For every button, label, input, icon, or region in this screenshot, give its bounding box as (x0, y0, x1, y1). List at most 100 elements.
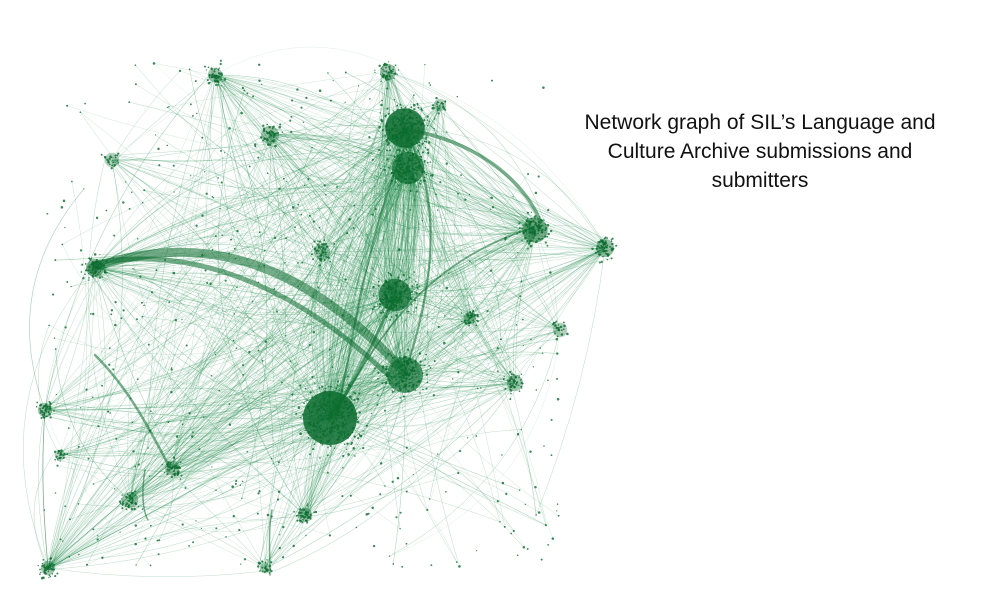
node (388, 378, 391, 381)
edge (57, 127, 406, 460)
edge (269, 134, 541, 223)
node (522, 224, 524, 226)
node (399, 388, 402, 392)
node (381, 301, 384, 304)
node (402, 129, 405, 131)
node (390, 296, 394, 299)
node (411, 373, 414, 376)
node (389, 149, 391, 152)
node (43, 405, 46, 407)
node (496, 346, 499, 350)
edge (255, 144, 471, 319)
node (393, 155, 396, 158)
edge (329, 128, 393, 419)
edge (331, 127, 406, 302)
node (396, 108, 399, 111)
edge (22, 261, 98, 569)
node (309, 518, 312, 520)
node (412, 162, 415, 165)
node (205, 192, 208, 195)
node (320, 256, 322, 258)
node (526, 239, 529, 243)
node (410, 381, 412, 384)
edge (385, 66, 406, 376)
edge (192, 247, 606, 433)
edge (269, 134, 394, 141)
node (346, 432, 349, 436)
edge (404, 238, 543, 376)
edge (258, 350, 516, 388)
node (533, 237, 535, 240)
node (300, 213, 303, 216)
edge (153, 63, 536, 231)
node (605, 249, 608, 253)
node (400, 112, 403, 114)
node (512, 373, 515, 376)
node (546, 235, 549, 238)
node (343, 433, 346, 436)
node (101, 259, 104, 261)
node (417, 149, 420, 152)
node (265, 130, 268, 133)
edge (395, 101, 438, 376)
node (387, 129, 391, 132)
node (173, 465, 175, 467)
node (88, 279, 90, 281)
node (173, 467, 176, 470)
node (54, 259, 57, 262)
node (421, 219, 424, 222)
node (433, 360, 436, 362)
node (41, 565, 44, 568)
edge (80, 111, 406, 376)
node (599, 247, 601, 249)
edge (264, 130, 606, 249)
node (397, 129, 400, 132)
node (414, 291, 416, 293)
edge (214, 74, 334, 402)
edge (329, 417, 520, 491)
node (301, 509, 303, 511)
node (394, 115, 397, 118)
node (521, 239, 523, 241)
edge (111, 159, 274, 464)
node (335, 417, 338, 420)
node (389, 139, 391, 141)
node (407, 296, 410, 299)
edge (377, 127, 406, 305)
node (566, 332, 569, 336)
node (136, 378, 139, 381)
node (53, 563, 56, 566)
edge (95, 167, 409, 264)
node (319, 414, 323, 417)
edge (322, 125, 402, 419)
node (268, 132, 271, 135)
node (303, 184, 306, 187)
edge (46, 405, 331, 447)
edge (94, 267, 323, 420)
node (112, 161, 115, 164)
node (328, 420, 331, 423)
node (354, 412, 358, 416)
node (323, 434, 326, 436)
node (385, 303, 388, 307)
node (143, 189, 146, 192)
edge (94, 267, 347, 402)
node (400, 180, 402, 183)
node (49, 416, 52, 419)
node (348, 405, 351, 408)
edge (215, 78, 323, 253)
node (47, 570, 50, 573)
edge (394, 225, 538, 296)
node (475, 550, 478, 552)
node (45, 565, 49, 568)
node (516, 432, 520, 436)
edge (94, 267, 183, 425)
node (308, 410, 311, 412)
node (251, 300, 254, 303)
edge (323, 136, 410, 419)
node (328, 534, 332, 537)
edge (214, 74, 556, 326)
edge (394, 240, 528, 296)
edge (365, 118, 406, 376)
node (262, 139, 265, 142)
